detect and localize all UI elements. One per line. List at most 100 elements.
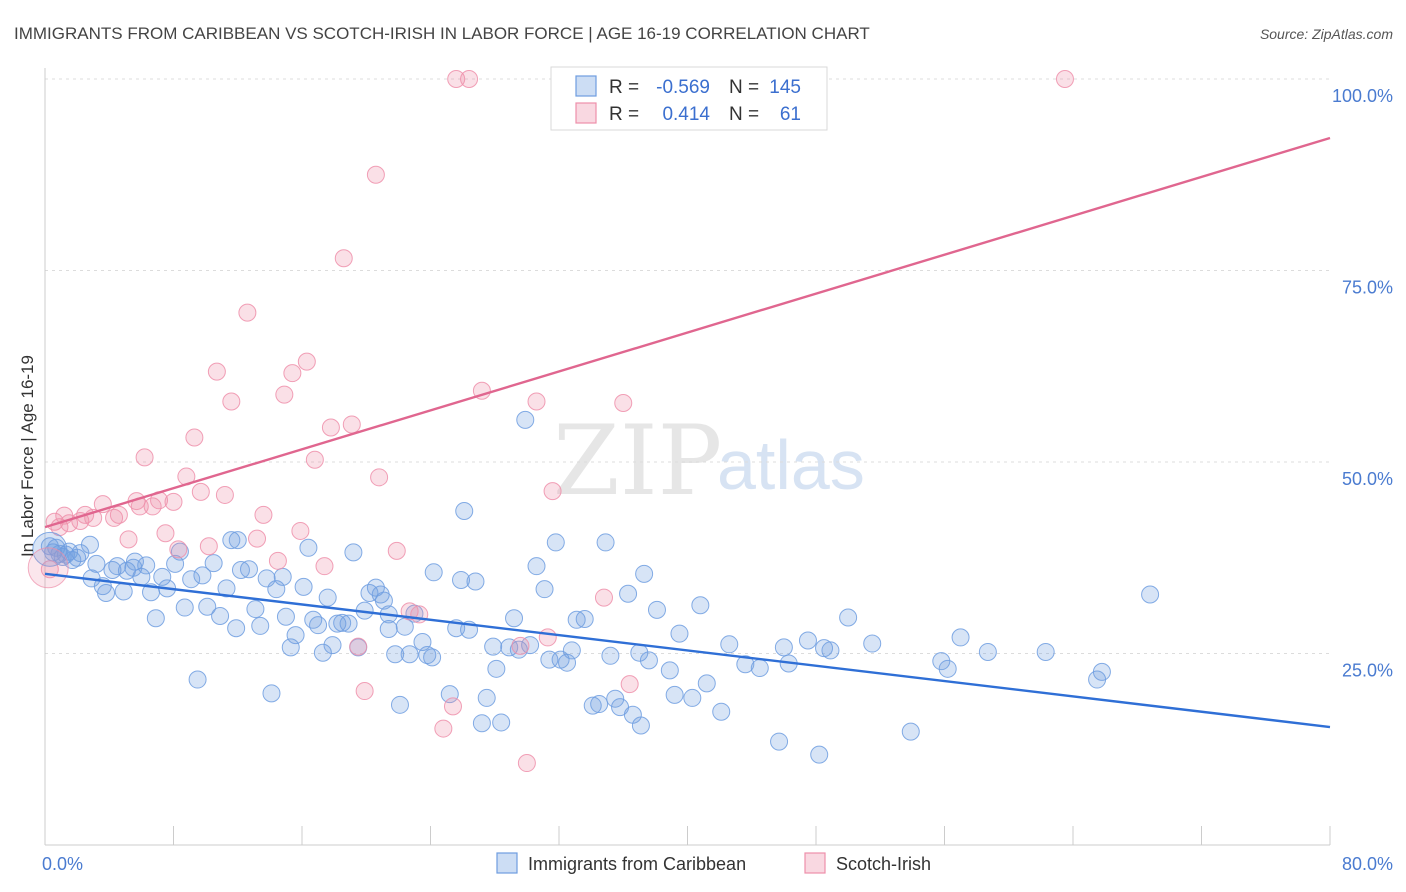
- watermark-atlas: atlas: [717, 426, 865, 504]
- y-tick-label: 50.0%: [1342, 469, 1393, 489]
- point-scotch-irish: [305, 450, 324, 469]
- point-caribbean: [712, 702, 731, 721]
- point-scotch-irish: [215, 485, 234, 504]
- legend-swatch-scotch-irish: [575, 102, 597, 124]
- point-caribbean: [535, 580, 554, 599]
- point-caribbean: [863, 634, 882, 653]
- bottom-legend-swatch-scotch-irish: [804, 852, 826, 874]
- y-tick-labels: 25.0% 50.0% 75.0% 100.0%: [1332, 86, 1393, 681]
- point-caribbean: [374, 591, 393, 610]
- point-caribbean: [309, 616, 328, 635]
- x-tick-labels: 0.0% 80.0%: [42, 854, 1393, 874]
- point-scotch-irish: [447, 70, 466, 88]
- point-caribbean: [222, 531, 241, 550]
- point-caribbean: [313, 643, 332, 662]
- point-scotch-irish: [283, 364, 302, 383]
- point-caribbean: [286, 626, 305, 645]
- point-caribbean: [472, 714, 491, 733]
- point-caribbean: [575, 610, 594, 629]
- point-caribbean: [276, 607, 295, 626]
- point-scotch-irish: [199, 537, 218, 556]
- x-tick-label: 0.0%: [42, 854, 83, 874]
- point-caribbean: [932, 652, 951, 671]
- point-caribbean: [720, 635, 739, 654]
- point-caribbean: [492, 713, 511, 732]
- point-scotch-irish: [169, 540, 188, 559]
- point-caribbean-cluster: [32, 531, 68, 567]
- point-caribbean: [217, 579, 236, 598]
- point-caribbean: [339, 614, 358, 633]
- bottom-legend-swatch-caribbean: [496, 852, 518, 874]
- axes: [44, 68, 1331, 846]
- point-caribbean: [901, 722, 920, 741]
- point-scotch-irish: [366, 165, 385, 184]
- point-scotch-irish: [620, 675, 639, 694]
- point-caribbean: [562, 641, 581, 660]
- point-scotch-irish: [538, 628, 557, 647]
- point-caribbean: [660, 661, 679, 680]
- bottom-legend-label-scotch-irish: Scotch-Irish: [836, 854, 931, 874]
- point-caribbean: [424, 563, 443, 582]
- point-caribbean: [379, 619, 398, 638]
- point-caribbean: [697, 674, 716, 693]
- point-caribbean: [299, 538, 318, 557]
- point-caribbean: [193, 566, 212, 585]
- point-scotch-irish: [410, 605, 429, 624]
- point-caribbean: [619, 584, 638, 603]
- point-scotch-irish: [254, 505, 273, 524]
- point-caribbean: [97, 583, 116, 602]
- point-caribbean: [798, 631, 817, 650]
- point-caribbean: [951, 628, 970, 647]
- point-scotch-irish: [297, 352, 316, 371]
- point-caribbean: [821, 641, 840, 660]
- point-caribbean: [227, 619, 246, 638]
- point-caribbean: [294, 577, 313, 596]
- point-caribbean: [670, 624, 689, 643]
- point-caribbean: [665, 685, 684, 704]
- legend-box: [550, 66, 828, 131]
- point-caribbean: [647, 600, 666, 619]
- point-caribbean: [484, 637, 503, 656]
- point-scotch-irish: [185, 428, 204, 447]
- point-caribbean: [455, 502, 474, 521]
- point-scotch-irish: [594, 588, 613, 607]
- point-scotch-irish: [370, 468, 389, 487]
- point-caribbean: [108, 557, 127, 576]
- point-scotch-irish: [527, 392, 546, 411]
- point-scotch-irish: [443, 697, 462, 716]
- point-scotch-irish: [349, 637, 368, 656]
- point-scotch-irish: [614, 394, 633, 413]
- point-scotch-irish: [511, 636, 530, 655]
- point-caribbean: [477, 688, 496, 707]
- trend-line-scotch-irish: [44, 136, 1331, 529]
- point-caribbean: [323, 636, 342, 655]
- point-caribbean: [175, 598, 194, 617]
- point-caribbean: [146, 609, 165, 628]
- point-caribbean: [546, 533, 565, 552]
- legend-n-label-caribbean: N =: [729, 77, 759, 98]
- point-scotch-irish: [119, 530, 138, 549]
- point-caribbean: [188, 670, 207, 689]
- point-caribbean: [273, 567, 292, 586]
- point-scotch-irish: [222, 392, 241, 411]
- point-caribbean: [527, 557, 546, 576]
- point-caribbean: [839, 608, 858, 627]
- point-caribbean: [683, 688, 702, 707]
- bottom-legend-label-caribbean: Immigrants from Caribbean: [528, 854, 746, 874]
- legend-r-label-scotch-irish: R =: [609, 104, 639, 125]
- point-caribbean: [1141, 585, 1160, 604]
- point-caribbean: [750, 659, 769, 678]
- point-scotch-irish: [291, 521, 310, 540]
- y-tick-label: 75.0%: [1342, 278, 1393, 298]
- point-scotch-irish: [109, 505, 128, 524]
- point-caribbean: [601, 646, 620, 665]
- point-scotch-irish: [164, 492, 183, 511]
- point-scotch-irish-cluster: [27, 547, 69, 589]
- legend-r-value-scotch-irish: 0.414: [662, 104, 710, 125]
- point-caribbean: [1092, 662, 1111, 681]
- point-caribbean: [262, 684, 281, 703]
- point-scotch-irish: [315, 557, 334, 576]
- legend-swatch-caribbean: [575, 75, 597, 97]
- point-caribbean: [204, 554, 223, 573]
